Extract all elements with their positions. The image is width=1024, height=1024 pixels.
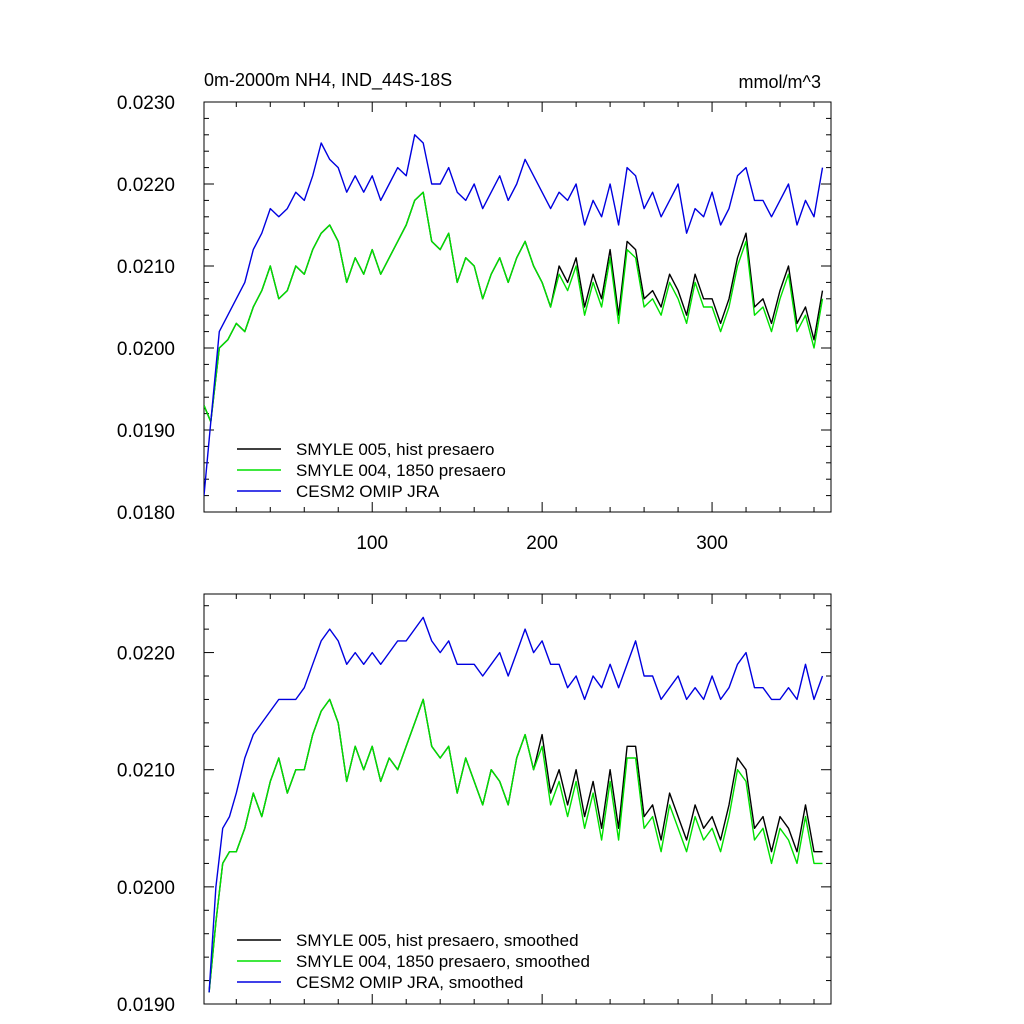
y-tick-label: 0.0190 <box>117 995 175 1016</box>
y-tick-label: 0.0210 <box>117 257 175 278</box>
series-line-3 <box>208 616 824 993</box>
y-tick-label: 0.0230 <box>117 93 175 114</box>
legend-label-3: CESM2 OMIP JRA <box>296 482 440 501</box>
legend-label-2: SMYLE 004, 1850 presaero, smoothed <box>296 952 590 971</box>
plot-frame <box>203 101 832 513</box>
series-line-3 <box>204 134 824 496</box>
units-label: mmol/m^3 <box>739 72 821 92</box>
y-tick-label: 0.0210 <box>117 761 175 782</box>
x-tick-label: 300 <box>696 533 728 554</box>
y-tick-label: 0.0220 <box>117 644 175 665</box>
series-line-2 <box>204 191 824 423</box>
x-tick-label: 200 <box>526 533 558 554</box>
chart-title: 0m-2000m NH4, IND_44S-18S <box>204 70 452 91</box>
series-line-2 <box>208 698 823 993</box>
y-tick-label: 0.0200 <box>117 878 175 899</box>
y-tick-label: 0.0180 <box>117 503 175 524</box>
y-tick-label: 0.0200 <box>117 339 175 360</box>
legend-label-3: CESM2 OMIP JRA, smoothed <box>296 973 523 992</box>
plot-frame <box>203 593 832 1005</box>
y-tick-label: 0.0220 <box>117 175 175 196</box>
chart-panel-2: 0.0190 0.0200 0.0210 0.0220 SMYLE 005, hist … <box>117 593 832 1016</box>
legend-label-1: SMYLE 005, hist presaero <box>296 440 494 459</box>
legend-label-1: SMYLE 005, hist presaero, smoothed <box>296 931 579 950</box>
y-tick-label: 0.0190 <box>117 421 175 442</box>
chart-panel-1: 100 200 300 0.0180 0.0190 0.0200 0.0210 0.0220 0… <box>117 70 832 554</box>
series-line-1 <box>204 191 824 423</box>
legend-label-2: SMYLE 004, 1850 presaero <box>296 461 506 480</box>
x-tick-label: 100 <box>356 533 388 554</box>
